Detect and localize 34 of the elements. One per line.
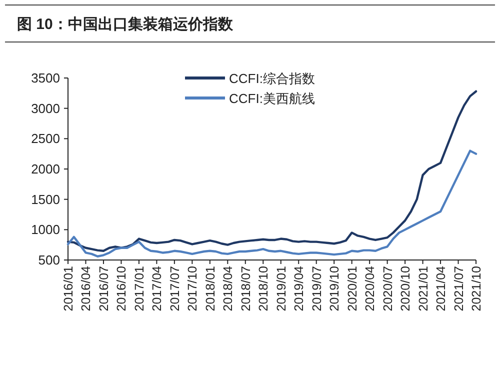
y-tick-label: 2000	[31, 162, 60, 176]
y-tick-label: 500	[38, 252, 60, 268]
x-tick-label: 2018/10	[256, 266, 271, 312]
x-tick-label: 2019/10	[328, 266, 342, 312]
chart-title: 图 10：中国出口集装箱运价指数	[17, 16, 234, 33]
x-tick-label: 2020/01	[345, 266, 360, 312]
y-tick-label: 3500	[31, 70, 60, 86]
x-tick-label: 2017/01	[132, 266, 146, 312]
x-tick-label: 2021/07	[452, 266, 466, 312]
x-tick-label: 2016/07	[96, 266, 111, 312]
x-tick-label: 2018/04	[221, 266, 236, 312]
x-tick-label: 2016/10	[114, 266, 129, 312]
x-tick-label: 2018/07	[238, 266, 253, 312]
y-tick-label: 1500	[31, 192, 60, 207]
x-tick-label: 2020/04	[363, 266, 378, 312]
x-tick-label: 2016/01	[62, 266, 76, 312]
x-tick-label: 2020/10	[398, 266, 413, 312]
y-tick-label: 2500	[31, 131, 60, 146]
x-tick-label: 2017/07	[168, 266, 182, 312]
legend-label: CCFI:美西航线	[229, 91, 315, 106]
legend-label: CCFI:综合指数	[229, 71, 315, 86]
x-tick-label: 2017/10	[186, 266, 200, 312]
x-tick-label: 2019/01	[274, 266, 288, 312]
x-tick-label: 2019/04	[292, 266, 306, 312]
y-tick-label: 3000	[31, 100, 60, 116]
x-tick-label: 2021/04	[434, 266, 448, 312]
x-tick-label: 2019/07	[310, 266, 324, 312]
x-tick-label: 2018/01	[203, 266, 218, 312]
x-tick-label: 2020/07	[380, 266, 395, 312]
x-tick-label: 2021/10	[470, 266, 484, 312]
x-tick-label: 2016/04	[79, 266, 94, 312]
x-tick-label: 2021/01	[416, 266, 430, 312]
x-tick-label: 2017/04	[150, 266, 164, 312]
y-tick-label: 1000	[31, 222, 60, 238]
